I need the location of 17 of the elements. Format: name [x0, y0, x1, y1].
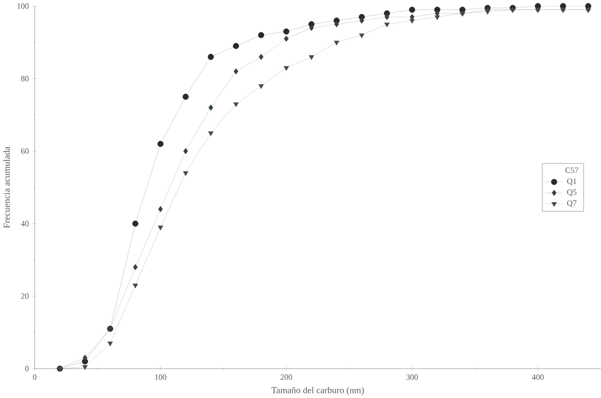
x-tick-label: 200 — [280, 374, 292, 380]
x-tick-label: 300 — [406, 374, 418, 380]
y-tick-label: 100 — [17, 3, 29, 9]
x-tick-label: 400 — [532, 374, 544, 380]
x-tick-label: 0 — [32, 374, 36, 380]
y-tick-label: 80 — [21, 76, 29, 82]
legend-label: Q5 — [567, 189, 576, 196]
legend-label: Q7 — [567, 200, 576, 207]
legend-title: C57 — [565, 167, 578, 173]
legend-label: Q1 — [567, 178, 576, 185]
y-axis-title: Frecuencia acumulada — [3, 146, 10, 228]
y-tick-label: 60 — [21, 148, 29, 154]
y-tick-label: 0 — [25, 366, 29, 372]
y-tick-label: 20 — [21, 293, 29, 299]
x-axis-title: Tamaño del carburo (nm) — [271, 386, 364, 395]
x-tick-label: 100 — [155, 374, 166, 380]
y-tick-label: 40 — [20, 220, 29, 226]
